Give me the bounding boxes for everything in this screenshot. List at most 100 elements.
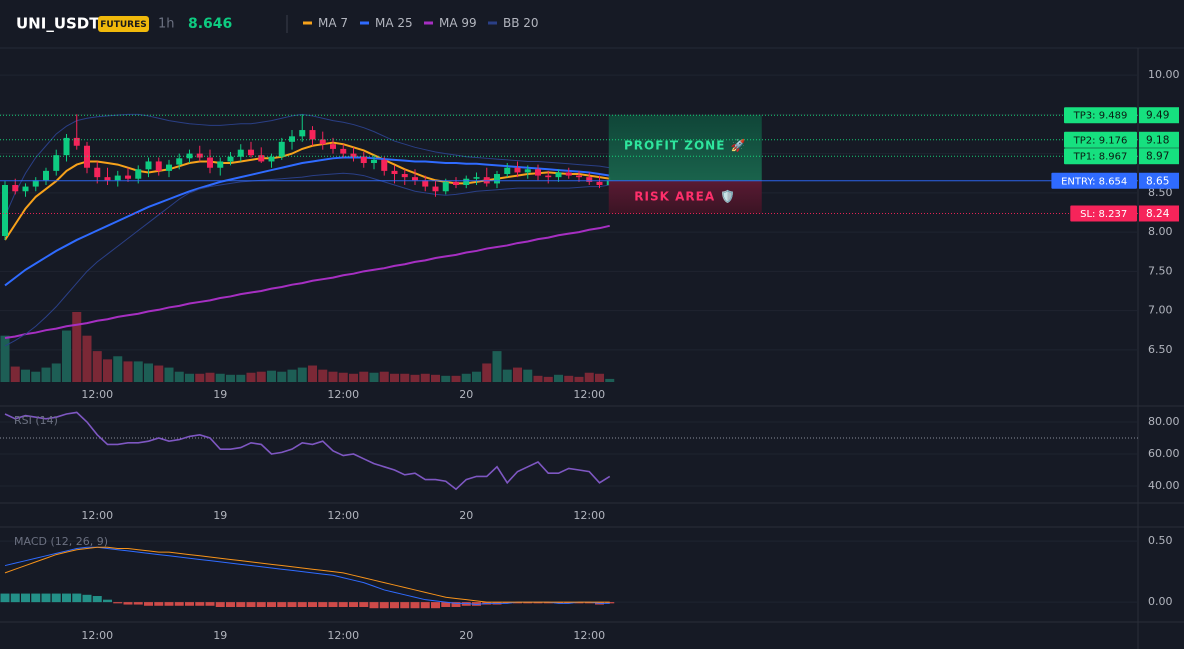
volume-bar [543,376,553,382]
histogram-bar [349,602,358,607]
histogram-bar [133,602,143,605]
histogram-bar [195,602,205,606]
candle-body [494,174,500,184]
level-tag [1064,131,1137,148]
volume-bar [318,369,328,382]
histogram-bar [523,602,533,604]
histogram-bar [41,593,51,603]
x-tick-label: 20 [459,388,473,401]
axis-tag-label: 9.18 [1146,134,1169,146]
volume-bar [256,371,266,382]
candle-body [176,158,183,165]
histogram-bar [472,602,481,606]
axis-tag [1139,131,1179,148]
candle-body [514,167,521,173]
volume-bar [400,373,410,382]
histogram-bar [51,593,61,603]
volume-bar [523,369,533,382]
level-tag-label: TP2: 9.176 [1073,135,1128,146]
candle-body [576,175,582,178]
candle-body [2,184,8,237]
candle-body [381,159,388,171]
candle-body [207,157,213,168]
histogram-bar [574,602,584,604]
y-tick-label: 10.00 [1148,68,1180,81]
volume-bar [185,373,194,382]
histogram-bar [359,602,369,607]
pane-title: MACD (12, 26, 9) [14,535,108,548]
volume-bar [308,365,317,382]
x-tick-label: 12:00 [81,629,113,642]
candle-body [586,177,593,182]
candle-body [442,181,449,192]
candle-body [596,181,603,185]
volume-bar [246,372,256,382]
volume-bar [103,359,112,382]
volume-bar [513,367,522,382]
level-tag [1064,148,1137,165]
histogram-bar [21,593,30,603]
volume-bar [410,374,420,382]
histogram-bar [502,602,512,604]
histogram-bar [113,602,123,604]
volume-bar [297,367,307,382]
volume-bar [472,371,481,382]
volume-bar [287,369,297,382]
histogram-bar [226,602,235,607]
volume-bar [441,375,451,382]
volume-bar [31,371,41,382]
indicator-line [4,141,610,241]
candle-body [371,159,377,164]
candle-body [350,153,357,157]
x-tick-label: 19 [213,388,227,401]
x-tick-label: 12:00 [81,388,113,401]
candle-body [32,180,39,187]
volume-bar [584,372,594,382]
y-tick-label: 7.50 [1148,264,1173,277]
volume-bar [502,369,512,382]
candle-body [84,145,90,168]
histogram-bar [564,602,574,604]
candle-body [453,181,459,185]
histogram-bar [605,602,615,604]
macd-line [4,546,610,603]
candle-body [555,172,562,178]
histogram-bar [410,602,420,609]
volume-bar [123,361,133,382]
zone [608,115,762,181]
histogram-bar [287,602,297,607]
candle-body [432,186,439,192]
candle-body [94,167,101,178]
volume-bar [92,351,102,382]
volume-bar [605,378,615,382]
candle-body [565,172,572,176]
level-tag [1070,205,1137,222]
volume-bar [72,312,82,382]
zone-label: PROFIT ZONE 🚀 [624,138,747,152]
axis-tag-label: 9.49 [1146,110,1169,122]
histogram-bar [215,602,225,607]
histogram-bar [123,602,133,605]
y-tick-label: 7.00 [1148,304,1173,317]
candle-body [401,174,408,178]
zone-label: RISK AREA 🛡️ [634,190,736,204]
histogram-bar [400,602,410,609]
volume-bar [174,371,184,382]
candle-body [155,161,162,171]
volume-bar [82,335,92,382]
volume-bar [113,356,123,382]
volume-bar [349,373,358,382]
volume-bar [226,374,235,382]
histogram-bar [533,602,543,604]
level-tag-label: TP1: 8.967 [1073,152,1128,163]
histogram-bar [10,593,20,603]
candle-body [289,136,295,142]
indicator-line [4,172,610,347]
histogram-bar [205,602,215,606]
volume-bar [451,375,461,382]
candle-body [473,177,480,179]
axis-tag-label: 8.97 [1146,151,1169,163]
y-tick-label: 80.00 [1148,415,1180,428]
